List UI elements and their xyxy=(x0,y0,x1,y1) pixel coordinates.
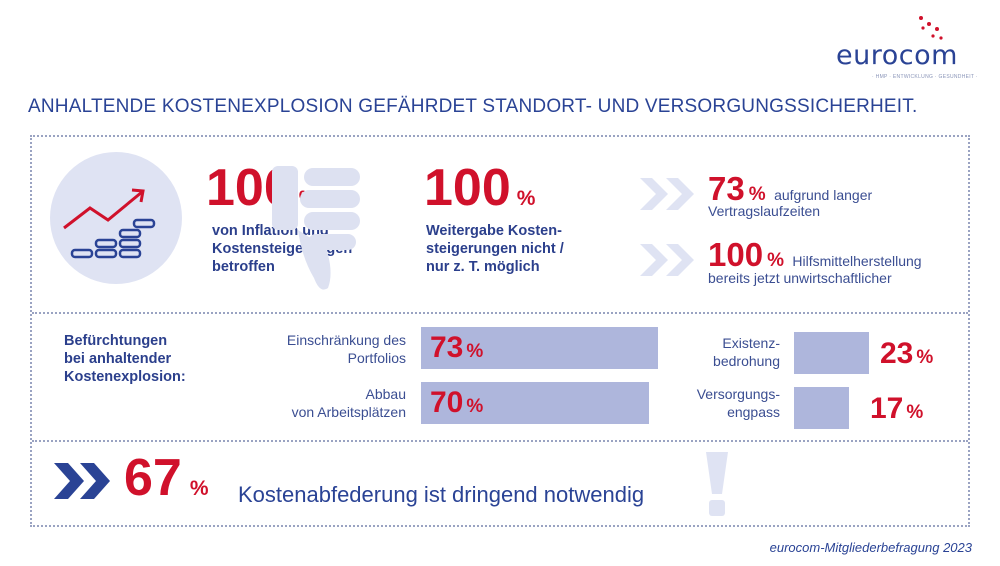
stat2-line3: nur z. T. möglich xyxy=(426,259,540,275)
fear-label-line1: Versorgungs- xyxy=(696,386,780,402)
fear-value: 17 xyxy=(870,392,904,425)
stat2-line1: Weitergabe Kosten- xyxy=(426,223,562,239)
fear-bar-value: 70% xyxy=(430,386,483,420)
section-divider xyxy=(32,440,968,442)
sub2-value: 100 xyxy=(708,236,764,273)
sub2-text1: Hilfsmittelherstellung xyxy=(792,253,922,269)
fear-value: 73 xyxy=(430,331,464,364)
fear-label-line2: von Arbeitsplätzen xyxy=(291,404,406,420)
sub2-text2: bereits jetzt unwirtschaftlicher xyxy=(708,270,892,286)
fear-unit: % xyxy=(466,341,484,362)
sub1-text2: Vertragslaufzeiten xyxy=(708,203,821,219)
sub1-value: 73 xyxy=(708,170,745,207)
sub1-unit: % xyxy=(748,184,766,205)
sub2-unit: % xyxy=(767,250,784,271)
double-chevron-icon xyxy=(54,463,110,499)
fear-unit: % xyxy=(906,402,924,423)
fear-label: Abbau von Arbeitsplätzen xyxy=(226,385,406,421)
fear-bar-value: 73% xyxy=(430,331,483,365)
fear-bar xyxy=(794,387,849,429)
fears-title-line1: Befürchtungen xyxy=(64,333,168,349)
chart-icon-circle xyxy=(50,152,182,284)
logo-dots-icon xyxy=(919,16,943,40)
fear-value: 23 xyxy=(880,337,914,370)
exclamation-icon xyxy=(706,452,728,516)
sub1-text1: aufgrund langer xyxy=(774,187,873,203)
fear-value: 70 xyxy=(430,386,464,419)
infographic-frame xyxy=(30,135,970,527)
section-divider xyxy=(32,312,968,314)
fear-label-line2: engpass xyxy=(727,404,780,420)
thumbs-down-icon xyxy=(272,166,360,290)
fear-label: Versorgungs- engpass xyxy=(620,385,780,421)
logo-name: eurocom xyxy=(836,40,958,71)
fear-bar xyxy=(421,327,658,369)
stat2-description: Weitergabe Kosten- steigerungen nicht / … xyxy=(426,222,564,276)
sub1-line: 73% aufgrund langer xyxy=(708,170,872,208)
fear-label: Einschränkung des Portfolios xyxy=(226,331,406,367)
stat1-line3: betroffen xyxy=(212,259,275,275)
fear-label-line1: Einschränkung des xyxy=(286,332,406,348)
fear-label-line2: Portfolios xyxy=(347,350,406,366)
bottom-unit: % xyxy=(189,477,209,500)
stat2-line2: steigerungen nicht / xyxy=(426,241,564,257)
fear-unit: % xyxy=(916,347,934,368)
stat2-value: 100 xyxy=(424,159,511,217)
bottom-text: Kostenabfederung ist dringend notwendig xyxy=(238,482,645,507)
fears-title: Befürchtungen bei anhaltender Kostenexpl… xyxy=(64,332,186,386)
stat2-unit: % xyxy=(516,187,536,210)
page-title: ANHALTENDE KOSTENEXPLOSION GEFÄHRDET STA… xyxy=(28,96,918,117)
footer-source: eurocom-Mitgliederbefragung 2023 xyxy=(769,540,972,555)
fear-label-line1: Abbau xyxy=(365,386,406,402)
sub2-line: 100% Hilfsmittelherstellung xyxy=(708,236,922,274)
fear-label-line2: bedrohung xyxy=(713,353,780,369)
fear-label: Existenz- bedrohung xyxy=(620,334,780,370)
logo-tagline: · HMP · ENTWICKLUNG · GESUNDHEIT · xyxy=(872,74,978,80)
fear-label-line1: Existenz- xyxy=(722,335,780,351)
fear-bar xyxy=(421,382,649,424)
fear-bar-value: 17% xyxy=(870,392,923,426)
fear-unit: % xyxy=(466,396,484,417)
fear-bar xyxy=(794,332,869,374)
double-chevron-icon xyxy=(640,178,694,210)
stat2-value-group: 100% xyxy=(424,162,535,214)
fears-title-line2: bei anhaltender xyxy=(64,351,172,367)
fear-bar-value: 23% xyxy=(880,337,933,371)
bottom-stat: 67% xyxy=(124,452,209,504)
fears-title-line3: Kostenexplosion: xyxy=(64,369,186,385)
bottom-value: 67 xyxy=(124,449,182,507)
rising-chart-icon xyxy=(63,188,156,259)
double-chevron-icon xyxy=(640,244,694,276)
